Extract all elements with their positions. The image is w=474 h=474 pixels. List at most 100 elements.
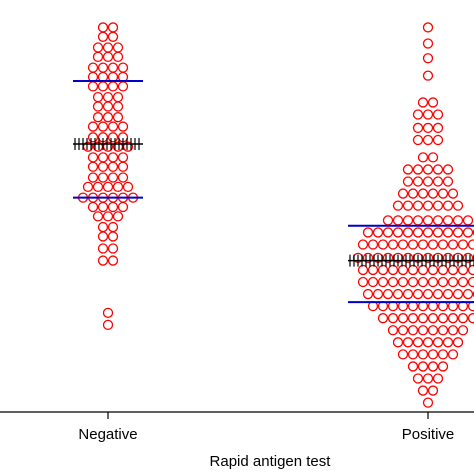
data-point (412, 227, 424, 238)
data-point (87, 132, 99, 143)
data-point (402, 288, 414, 300)
data-point (422, 22, 434, 33)
data-point (107, 221, 119, 233)
data-point (437, 276, 449, 288)
data-point (372, 227, 384, 238)
data-point (422, 109, 434, 120)
data-point (452, 200, 464, 211)
data-point (377, 313, 389, 324)
data-point (117, 161, 129, 172)
data-point (107, 81, 119, 92)
data-point (417, 361, 429, 372)
data-point (387, 264, 399, 276)
data-point (112, 181, 124, 193)
data-point (432, 122, 444, 134)
data-point (402, 176, 414, 187)
data-point (407, 361, 419, 372)
data-point (432, 288, 444, 300)
data-point (422, 122, 434, 134)
data-point (442, 337, 454, 348)
data-point (407, 276, 419, 288)
data-point (102, 91, 114, 103)
data-point (87, 201, 99, 213)
data-point (467, 239, 474, 250)
data-point (447, 325, 459, 336)
data-point (457, 276, 469, 288)
data-point (407, 264, 419, 276)
data-point (117, 152, 129, 163)
data-point (97, 62, 109, 73)
data-point (112, 211, 124, 222)
data-point (367, 239, 379, 250)
data-point (432, 373, 444, 384)
data-point (107, 201, 119, 213)
data-point (107, 31, 119, 42)
data-point (437, 239, 449, 250)
data-point (417, 313, 429, 324)
data-point (407, 349, 419, 360)
data-point (412, 122, 424, 134)
data-point (372, 288, 384, 300)
data-point (467, 264, 474, 276)
data-point (422, 200, 434, 211)
data-point (107, 22, 119, 33)
median-markers (74, 138, 140, 150)
data-point (87, 161, 99, 172)
data-point (82, 181, 94, 193)
data-point (432, 227, 444, 238)
data-point (422, 215, 434, 226)
data-point (422, 53, 434, 64)
data-point (382, 288, 394, 300)
data-point (97, 201, 109, 213)
data-point (437, 361, 449, 372)
data-point (107, 152, 119, 163)
data-point (397, 325, 409, 336)
data-point (447, 188, 459, 199)
data-point (387, 325, 399, 336)
data-point (107, 132, 119, 143)
data-point (102, 307, 114, 318)
data-point (417, 97, 429, 108)
data-point (122, 181, 134, 193)
data-point (462, 288, 474, 300)
data-point (357, 239, 369, 250)
data-point (427, 97, 439, 108)
data-point (97, 221, 109, 233)
data-point (392, 200, 404, 211)
data-point (397, 276, 409, 288)
data-point (402, 215, 414, 226)
data-point (432, 215, 444, 226)
data-point (467, 276, 474, 288)
data-point (102, 112, 114, 123)
data-point (422, 397, 434, 408)
data-point (427, 264, 439, 276)
data-point (397, 188, 409, 199)
data-point (442, 227, 454, 238)
data-point (467, 313, 474, 324)
data-point (412, 215, 424, 226)
data-point (402, 200, 414, 211)
data-point (417, 152, 429, 163)
data-point (402, 227, 414, 238)
data-point (432, 109, 444, 120)
data-point (102, 319, 114, 331)
data-point (102, 181, 114, 193)
data-point (382, 252, 394, 264)
data-point (422, 337, 434, 348)
data-point (432, 176, 444, 187)
data-point (417, 188, 429, 199)
data-point (447, 276, 459, 288)
data-point (107, 161, 119, 172)
data-point (112, 91, 124, 103)
data-point (442, 200, 454, 211)
data-point (417, 276, 429, 288)
data-point (102, 101, 114, 112)
data-point (402, 164, 414, 175)
data-point (452, 227, 464, 238)
data-point (457, 239, 469, 250)
data-point (92, 101, 104, 112)
data-point (97, 81, 109, 92)
data-point (392, 215, 404, 226)
data-point (102, 211, 114, 222)
data-point (447, 349, 459, 360)
